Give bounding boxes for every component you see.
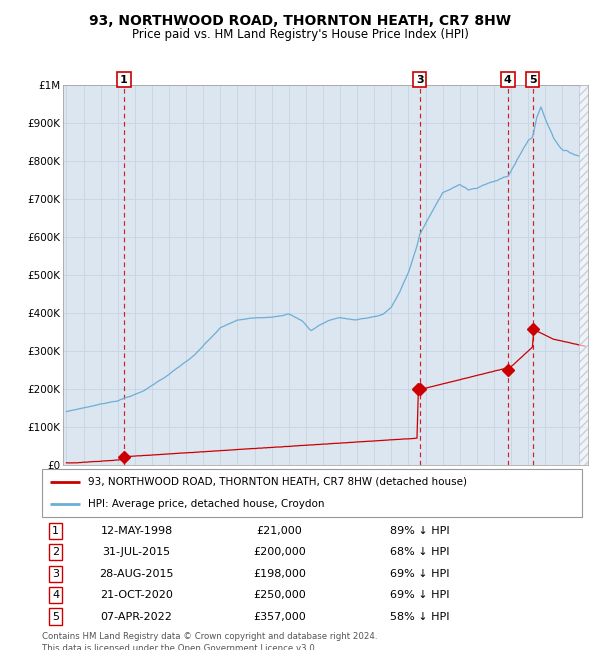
Text: £198,000: £198,000 — [253, 569, 306, 578]
Text: £357,000: £357,000 — [253, 612, 306, 621]
Text: 4: 4 — [52, 590, 59, 600]
Text: 93, NORTHWOOD ROAD, THORNTON HEATH, CR7 8HW: 93, NORTHWOOD ROAD, THORNTON HEATH, CR7 … — [89, 14, 511, 29]
Text: 93, NORTHWOOD ROAD, THORNTON HEATH, CR7 8HW (detached house): 93, NORTHWOOD ROAD, THORNTON HEATH, CR7 … — [88, 476, 467, 487]
Text: £21,000: £21,000 — [257, 526, 302, 536]
Text: 28-AUG-2015: 28-AUG-2015 — [99, 569, 174, 578]
Text: 69% ↓ HPI: 69% ↓ HPI — [390, 590, 450, 600]
Text: 4: 4 — [504, 75, 512, 84]
Text: 68% ↓ HPI: 68% ↓ HPI — [390, 547, 450, 557]
Text: 12-MAY-1998: 12-MAY-1998 — [100, 526, 173, 536]
Text: 58% ↓ HPI: 58% ↓ HPI — [390, 612, 450, 621]
Text: 3: 3 — [52, 569, 59, 578]
Text: £200,000: £200,000 — [253, 547, 306, 557]
Text: 1: 1 — [120, 75, 128, 84]
Text: Contains HM Land Registry data © Crown copyright and database right 2024.
This d: Contains HM Land Registry data © Crown c… — [42, 632, 377, 650]
Text: 31-JUL-2015: 31-JUL-2015 — [103, 547, 170, 557]
Text: 5: 5 — [52, 612, 59, 621]
Text: 89% ↓ HPI: 89% ↓ HPI — [390, 526, 450, 536]
Text: 21-OCT-2020: 21-OCT-2020 — [100, 590, 173, 600]
Text: 69% ↓ HPI: 69% ↓ HPI — [390, 569, 450, 578]
Text: 3: 3 — [416, 75, 424, 84]
Text: 2: 2 — [52, 547, 59, 557]
Text: 07-APR-2022: 07-APR-2022 — [101, 612, 172, 621]
Text: £250,000: £250,000 — [253, 590, 306, 600]
Text: HPI: Average price, detached house, Croydon: HPI: Average price, detached house, Croy… — [88, 499, 325, 510]
Text: Price paid vs. HM Land Registry's House Price Index (HPI): Price paid vs. HM Land Registry's House … — [131, 28, 469, 41]
Text: 1: 1 — [52, 526, 59, 536]
Text: 5: 5 — [529, 75, 536, 84]
